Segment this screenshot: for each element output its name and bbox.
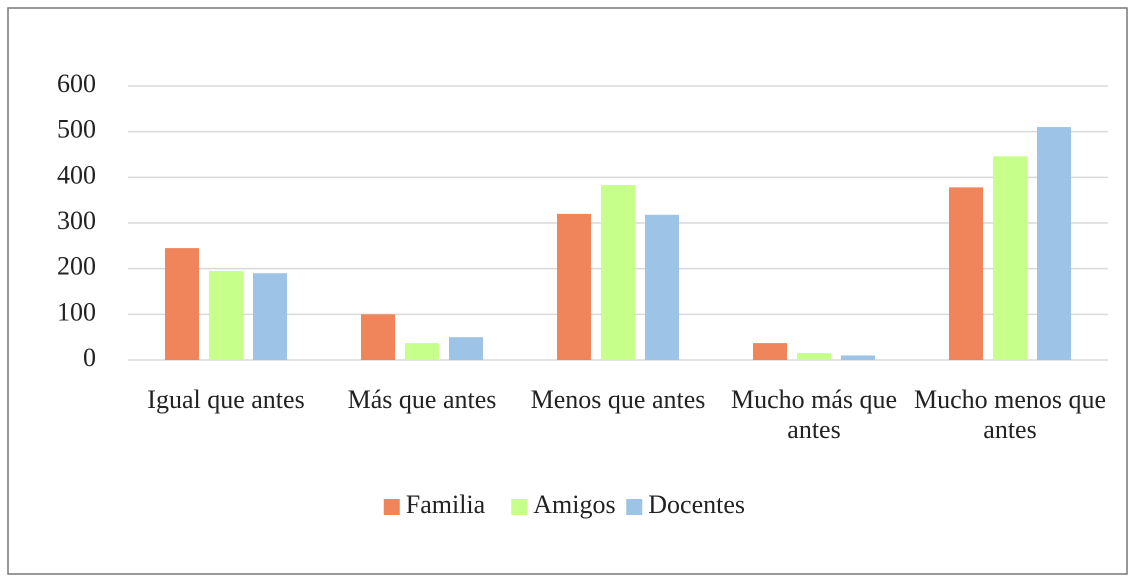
x-tick-label: Mucho más que antes [730, 385, 898, 444]
bar [753, 343, 787, 360]
x-tick-label: Mucho menos que antes [913, 385, 1107, 444]
bar [797, 353, 831, 360]
bar [949, 187, 983, 360]
bar [557, 213, 591, 360]
legend-label: Docentes [648, 490, 745, 519]
bar [841, 355, 875, 360]
bar [449, 337, 483, 360]
y-tick-label: 0 [83, 343, 96, 372]
bar [405, 343, 439, 360]
y-tick-label: 300 [57, 206, 96, 235]
y-tick-label: 200 [57, 252, 96, 281]
y-tick-label: 100 [57, 297, 96, 326]
y-tick-label: 500 [57, 115, 96, 144]
x-tick-label: Más que antes [347, 385, 497, 414]
bar [1037, 127, 1071, 360]
y-tick-label: 600 [57, 69, 96, 98]
bar [601, 185, 635, 360]
y-tick-label: 400 [57, 160, 96, 189]
legend-label: Amigos [533, 490, 615, 519]
bar [645, 214, 679, 360]
x-tick-label: Menos que antes [530, 385, 706, 414]
legend-swatch [383, 499, 400, 515]
bar [361, 314, 395, 360]
bar [165, 248, 199, 360]
bar [253, 273, 287, 360]
legend-swatch [626, 499, 643, 515]
legend-label: Familia [406, 490, 486, 519]
legend-swatch [511, 499, 528, 515]
x-tick-label: Igual que antes [147, 385, 305, 414]
bar [209, 270, 243, 360]
bar [993, 156, 1027, 360]
